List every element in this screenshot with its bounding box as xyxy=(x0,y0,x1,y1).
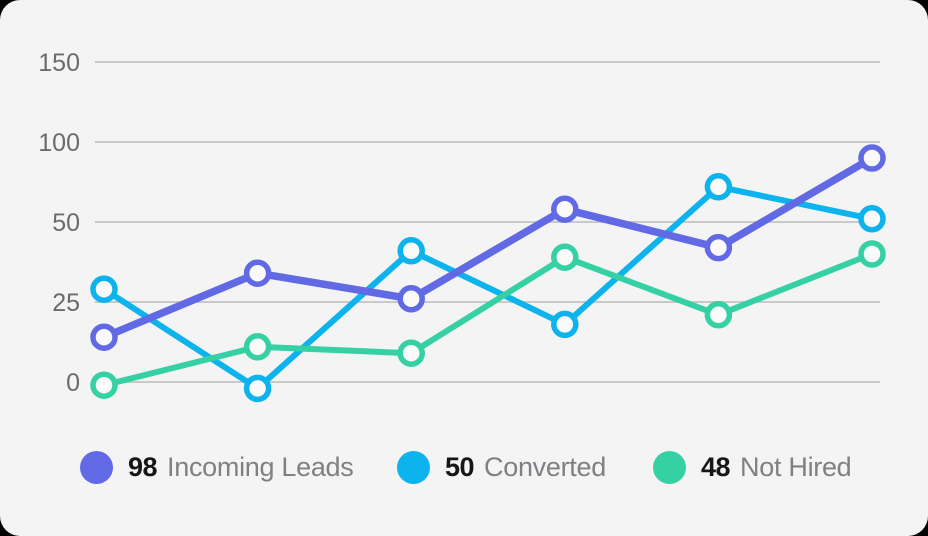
legend-label-not-hired: Not Hired xyxy=(740,451,852,482)
data-point-marker-not-hired[interactable] xyxy=(397,339,425,367)
y-axis-tick-label: 150 xyxy=(38,49,80,77)
legend-value-incoming-leads: 98 xyxy=(128,451,158,482)
legend-label-converted: Converted xyxy=(484,451,606,482)
legend-swatch-incoming-leads-icon xyxy=(80,450,113,484)
legend-item-incoming-leads[interactable]: 98 Incoming Leads xyxy=(80,449,354,485)
series-line-not-hired xyxy=(101,251,875,389)
data-point-marker-incoming-leads[interactable] xyxy=(397,285,425,313)
data-point-marker-not-hired[interactable] xyxy=(858,240,886,268)
data-point-marker-converted[interactable] xyxy=(704,173,733,201)
legend-item-converted[interactable]: 50 Converted xyxy=(397,449,606,485)
y-axis-tick-label: 50 xyxy=(52,209,80,237)
data-point-marker-incoming-leads[interactable] xyxy=(551,195,579,223)
data-point-marker-incoming-leads[interactable] xyxy=(90,323,118,351)
series-line-incoming-leads xyxy=(100,154,876,341)
y-axis-tick-label: 0 xyxy=(66,369,80,397)
data-point-marker-converted[interactable] xyxy=(243,374,272,403)
data-point-marker-incoming-leads[interactable] xyxy=(704,233,733,262)
data-point-marker-not-hired[interactable] xyxy=(243,333,272,361)
legend-value-not-hired: 48 xyxy=(701,451,731,482)
y-axis-tick-label: 100 xyxy=(38,129,80,157)
legend-value-converted: 50 xyxy=(445,451,475,482)
data-point-marker-not-hired[interactable] xyxy=(90,371,118,399)
line-chart-canvas: 150 100 50 25 0 xyxy=(38,49,886,403)
series-line-converted xyxy=(101,183,875,392)
legend-swatch-converted-icon xyxy=(397,450,430,484)
data-point-marker-not-hired[interactable] xyxy=(551,243,579,271)
data-point-marker-converted[interactable] xyxy=(90,275,118,303)
data-point-marker-not-hired[interactable] xyxy=(704,301,733,329)
data-point-marker-incoming-leads[interactable] xyxy=(858,144,886,172)
data-point-marker-converted[interactable] xyxy=(551,310,579,339)
data-point-marker-converted[interactable] xyxy=(858,205,886,233)
y-axis-tick-label: 25 xyxy=(52,289,80,317)
legend-item-not-hired[interactable]: 48 Not Hired xyxy=(653,449,852,485)
chart-legend: 98 Incoming Leads 50 Converted 48 Not Hi… xyxy=(0,449,928,489)
line-chart: 150 100 50 25 0 xyxy=(38,49,886,403)
legend-swatch-not-hired-icon xyxy=(653,450,686,484)
data-point-marker-converted[interactable] xyxy=(397,237,425,265)
data-point-marker-incoming-leads[interactable] xyxy=(243,259,272,287)
legend-label-incoming-leads: Incoming Leads xyxy=(167,451,354,482)
